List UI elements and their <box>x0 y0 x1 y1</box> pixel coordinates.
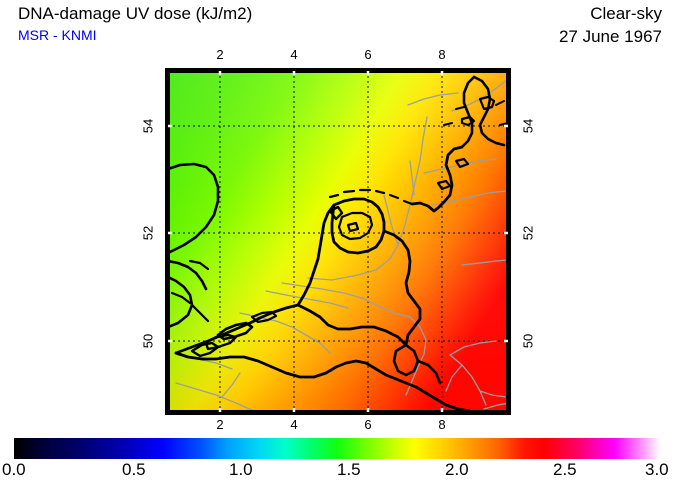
colorbar-tick-4: 2.0 <box>445 460 469 479</box>
colorbar-tick-5: 2.5 <box>553 460 577 479</box>
x-axis-tick-bottom-1: 4 <box>290 417 298 432</box>
x-axis-tick-bottom-2: 6 <box>364 417 372 432</box>
map-panel: 2 4 6 8 2 4 6 8 54 52 50 54 52 50 <box>141 47 536 432</box>
x-axis-tick-top-2: 6 <box>364 47 372 62</box>
page-title: DNA-damage UV dose (kJ/m2) <box>18 4 253 23</box>
colorbar-tick-6: 3.0 <box>645 460 669 479</box>
colorbar-tick-1: 0.5 <box>122 460 146 479</box>
uv-dose-colorbar <box>14 438 660 459</box>
sky-condition-label: Clear-sky <box>590 4 662 23</box>
y-axis-tick-left-0: 54 <box>140 118 156 134</box>
map-frame <box>166 69 510 414</box>
uv-dose-map <box>165 68 511 415</box>
x-axis-tick-top-1: 4 <box>290 47 298 62</box>
y-axis-tick-left-2: 50 <box>140 333 156 349</box>
y-axis-tick-right-0: 54 <box>520 118 536 134</box>
date-label: 27 June 1967 <box>558 27 662 46</box>
x-axis-tick-bottom-0: 2 <box>216 417 224 432</box>
colorbar-tick-3: 1.5 <box>337 460 361 479</box>
colorbar-tick-0: 0.0 <box>2 460 26 479</box>
tick-marks <box>168 71 508 412</box>
x-axis-tick-top-0: 2 <box>216 47 224 62</box>
x-axis-tick-bottom-3: 8 <box>438 417 446 432</box>
map-outer-frame <box>165 68 511 415</box>
x-axis-tick-top-3: 8 <box>438 47 446 62</box>
source-label: MSR - KNMI <box>18 27 97 43</box>
uv-dose-field <box>168 71 508 412</box>
y-axis-tick-right-1: 52 <box>520 225 536 241</box>
coastline-layer <box>168 75 508 412</box>
graticule <box>168 71 508 412</box>
y-axis-tick-left-1: 52 <box>140 225 156 241</box>
y-axis-tick-right-2: 50 <box>520 333 536 349</box>
colorbar-tick-2: 1.0 <box>229 460 253 479</box>
